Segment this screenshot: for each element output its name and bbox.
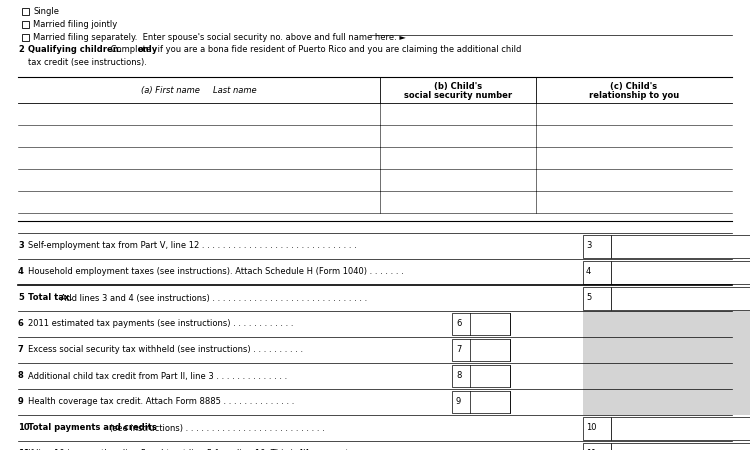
Bar bbox=[611, 442, 750, 450]
Bar bbox=[583, 311, 750, 415]
Bar bbox=[452, 339, 510, 361]
Text: 4: 4 bbox=[586, 267, 591, 276]
Text: Add lines 3 and 4 (see instructions) . . . . . . . . . . . . . . . . . . . . . .: Add lines 3 and 4 (see instructions) . .… bbox=[58, 293, 368, 302]
Text: 5: 5 bbox=[586, 293, 591, 302]
Text: 4: 4 bbox=[18, 267, 24, 276]
Bar bbox=[611, 417, 750, 440]
Text: (see instructions) . . . . . . . . . . . . . . . . . . . . . . . . . . .: (see instructions) . . . . . . . . . . .… bbox=[107, 423, 325, 432]
Text: Single: Single bbox=[33, 7, 59, 16]
Text: 8: 8 bbox=[456, 372, 461, 381]
Text: Qualifying children.: Qualifying children. bbox=[28, 45, 122, 54]
Text: 10: 10 bbox=[18, 423, 30, 432]
Text: if you are a bona fide resident of Puerto Rico and you are claiming the addition: if you are a bona fide resident of Puert… bbox=[155, 45, 521, 54]
Text: (a) First name     Last name: (a) First name Last name bbox=[141, 86, 256, 95]
Text: Complete: Complete bbox=[108, 45, 154, 54]
Text: 2011 estimated tax payments (see instructions) . . . . . . . . . . . .: 2011 estimated tax payments (see instruc… bbox=[28, 320, 293, 328]
Text: Additional child tax credit from Part II, line 3 . . . . . . . . . . . . . .: Additional child tax credit from Part II… bbox=[28, 372, 287, 381]
Bar bbox=[22, 8, 29, 15]
Text: only: only bbox=[138, 45, 158, 54]
Text: 7: 7 bbox=[18, 346, 24, 355]
Bar bbox=[611, 261, 750, 284]
Bar bbox=[22, 34, 29, 41]
Bar bbox=[452, 365, 510, 387]
Bar bbox=[22, 21, 29, 28]
Text: Household employment taxes (see instructions). Attach Schedule H (Form 1040) . .: Household employment taxes (see instruct… bbox=[28, 267, 404, 276]
Text: relationship to you: relationship to you bbox=[589, 91, 680, 100]
Text: 9: 9 bbox=[18, 397, 24, 406]
Bar bbox=[611, 234, 750, 257]
Text: Self-employment tax from Part V, line 12 . . . . . . . . . . . . . . . . . . . .: Self-employment tax from Part V, line 12… bbox=[28, 242, 357, 251]
Text: Excess social security tax withheld (see instructions) . . . . . . . . . .: Excess social security tax withheld (see… bbox=[28, 346, 303, 355]
Text: Married filing separately.  Enter spouse's social security no. above and full na: Married filing separately. Enter spouse'… bbox=[33, 33, 406, 42]
Text: 6: 6 bbox=[456, 320, 461, 328]
Bar bbox=[583, 261, 611, 284]
Text: Health coverage tax credit. Attach Form 8885 . . . . . . . . . . . . . .: Health coverage tax credit. Attach Form … bbox=[28, 397, 294, 406]
Text: (c) Child's: (c) Child's bbox=[610, 81, 658, 90]
Bar bbox=[611, 287, 750, 310]
Text: 3: 3 bbox=[586, 242, 591, 251]
Text: Total payments and credits: Total payments and credits bbox=[28, 423, 157, 432]
Text: 3: 3 bbox=[18, 242, 24, 251]
Bar bbox=[583, 234, 611, 257]
Text: (b) Child's: (b) Child's bbox=[434, 81, 482, 90]
Text: social security number: social security number bbox=[404, 91, 512, 100]
Text: 6: 6 bbox=[18, 320, 24, 328]
Text: 7: 7 bbox=[456, 346, 461, 355]
Bar bbox=[452, 313, 510, 335]
Bar bbox=[583, 417, 611, 440]
Text: 10: 10 bbox=[586, 423, 596, 432]
Text: Married filing jointly: Married filing jointly bbox=[33, 20, 117, 29]
Bar bbox=[583, 442, 611, 450]
Text: 5: 5 bbox=[18, 293, 24, 302]
Bar bbox=[452, 391, 510, 413]
Text: tax credit (see instructions).: tax credit (see instructions). bbox=[28, 58, 147, 68]
Text: Total tax.: Total tax. bbox=[28, 293, 73, 302]
Text: 2: 2 bbox=[18, 45, 24, 54]
Bar bbox=[583, 287, 611, 310]
Text: 8: 8 bbox=[18, 372, 24, 381]
Text: 9: 9 bbox=[456, 397, 461, 406]
